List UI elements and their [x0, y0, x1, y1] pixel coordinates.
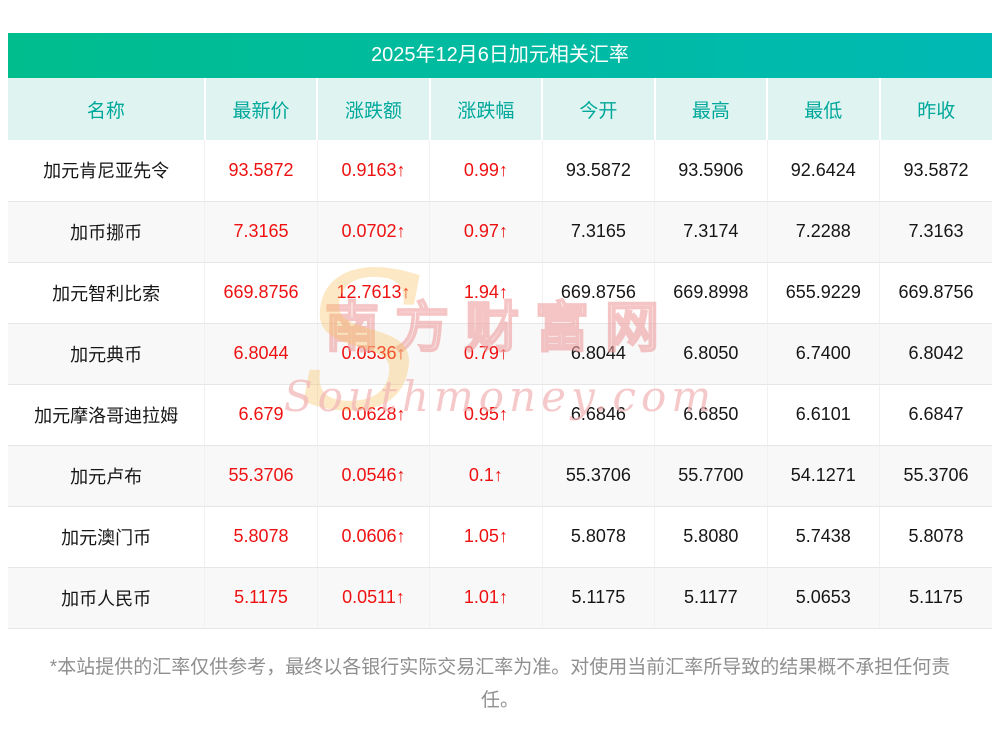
cell-prev-close: 5.8078 [879, 506, 992, 568]
cell-change-amount: 0.0606↑ [316, 506, 430, 568]
cell-open: 93.5872 [541, 140, 655, 202]
cell-change-amount: 12.7613↑ [316, 262, 430, 324]
column-header: 最低 [766, 78, 880, 140]
table-row: 加币挪币 7.3165 0.0702↑ 0.97↑ 7.3165 7.3174 7.2288… [8, 201, 992, 263]
table-row: 加币人民币 5.1175 0.0511↑ 1.01↑ 5.1175 5.1177 5.065… [8, 567, 992, 629]
cell-low: 5.7438 [766, 506, 880, 568]
cell-prev-close: 669.8756 [879, 262, 992, 324]
cell-change-amount: 0.0628↑ [316, 384, 430, 446]
cell-name: 加元智利比索 [8, 262, 205, 324]
cell-prev-close: 6.8042 [879, 323, 992, 385]
cell-high: 7.3174 [654, 201, 768, 263]
cell-open: 669.8756 [541, 262, 655, 324]
cell-name: 加元典币 [8, 323, 205, 385]
cell-name: 加元肯尼亚先令 [8, 140, 205, 202]
cell-open: 7.3165 [541, 201, 655, 263]
rates-table: 名称 最新价 涨跌额 涨跌幅 今开 最高 最低 昨收 加元肯尼亚先令 93.5872 0.9163… [8, 78, 992, 629]
cell-low: 655.9229 [766, 262, 880, 324]
cell-name: 加币挪币 [8, 201, 205, 263]
cell-latest-price: 7.3165 [204, 201, 318, 263]
cell-change-percent: 0.99↑ [429, 140, 543, 202]
table-row: 加元典币 6.8044 0.0536↑ 0.79↑ 6.8044 6.8050 6.7400… [8, 323, 992, 385]
cell-low: 92.6424 [766, 140, 880, 202]
cell-open: 5.1175 [541, 567, 655, 629]
column-header: 最新价 [203, 78, 318, 140]
cell-open: 55.3706 [541, 445, 655, 507]
cell-prev-close: 93.5872 [879, 140, 992, 202]
disclaimer-text: *本站提供的汇率仅供参考，最终以各银行实际交易汇率为准。对使用当前汇率所导致的结… [49, 656, 951, 711]
cell-name: 加元摩洛哥迪拉姆 [8, 384, 205, 446]
cell-latest-price: 5.1175 [204, 567, 318, 629]
table-row: 加元智利比索 669.8756 12.7613↑ 1.94↑ 669.8756 669.8… [8, 262, 992, 324]
cell-name: 加元澳门币 [8, 506, 205, 568]
cell-prev-close: 55.3706 [879, 445, 992, 507]
table-row: 加元卢布 55.3706 0.0546↑ 0.1↑ 55.3706 55.7700 54.1… [8, 445, 992, 507]
column-header: 名称 [8, 78, 205, 140]
column-header: 今开 [541, 78, 655, 140]
cell-change-percent: 1.94↑ [429, 262, 543, 324]
column-header: 涨跌额 [316, 78, 430, 140]
cell-latest-price: 6.679 [204, 384, 318, 446]
page: 2025年12月6日加元相关汇率 S 南方财富网 Southmoney.com … [8, 33, 992, 711]
cell-prev-close: 6.6847 [879, 384, 992, 446]
cell-high: 6.6850 [654, 384, 768, 446]
cell-high: 669.8998 [654, 262, 768, 324]
table-row: 加元澳门币 5.8078 0.0606↑ 1.05↑ 5.8078 5.8080 5.743… [8, 506, 992, 568]
cell-open: 6.6846 [541, 384, 655, 446]
page-title: 2025年12月6日加元相关汇率 [8, 33, 992, 78]
cell-change-amount: 0.0702↑ [316, 201, 430, 263]
cell-high: 5.1177 [654, 567, 768, 629]
column-header: 昨收 [878, 78, 992, 140]
column-header: 最高 [653, 78, 768, 140]
cell-low: 7.2288 [766, 201, 880, 263]
cell-change-amount: 0.0546↑ [316, 445, 430, 507]
cell-latest-price: 93.5872 [204, 140, 318, 202]
header-row: 名称 最新价 涨跌额 涨跌幅 今开 最高 最低 昨收 [8, 78, 992, 140]
cell-high: 55.7700 [654, 445, 768, 507]
cell-change-percent: 0.79↑ [429, 323, 543, 385]
cell-prev-close: 5.1175 [879, 567, 992, 629]
cell-latest-price: 55.3706 [204, 445, 318, 507]
cell-latest-price: 5.8078 [204, 506, 318, 568]
cell-latest-price: 6.8044 [204, 323, 318, 385]
cell-change-percent: 1.05↑ [429, 506, 543, 568]
cell-latest-price: 669.8756 [204, 262, 318, 324]
cell-change-amount: 0.0511↑ [316, 567, 430, 629]
cell-high: 93.5906 [654, 140, 768, 202]
cell-change-percent: 0.1↑ [429, 445, 543, 507]
cell-change-percent: 0.95↑ [429, 384, 543, 446]
cell-open: 6.8044 [541, 323, 655, 385]
cell-high: 5.8080 [654, 506, 768, 568]
cell-low: 6.7400 [766, 323, 880, 385]
table-row: 加元摩洛哥迪拉姆 6.679 0.0628↑ 0.95↑ 6.6846 6.6850 6.6… [8, 384, 992, 446]
cell-change-amount: 0.0536↑ [316, 323, 430, 385]
cell-low: 6.6101 [766, 384, 880, 446]
cell-name: 加币人民币 [8, 567, 205, 629]
cell-change-percent: 1.01↑ [429, 567, 543, 629]
cell-name: 加元卢布 [8, 445, 205, 507]
cell-change-amount: 0.9163↑ [316, 140, 430, 202]
cell-prev-close: 7.3163 [879, 201, 992, 263]
column-header: 涨跌幅 [428, 78, 543, 140]
cell-low: 5.0653 [766, 567, 880, 629]
table-head: 名称 最新价 涨跌额 涨跌幅 今开 最高 最低 昨收 [8, 78, 992, 140]
cell-low: 54.1271 [766, 445, 880, 507]
table-body: 加元肯尼亚先令 93.5872 0.9163↑ 0.99↑ 93.5872 93.5906… [8, 140, 992, 629]
cell-open: 5.8078 [541, 506, 655, 568]
cell-high: 6.8050 [654, 323, 768, 385]
rates-table-wrap: S 南方财富网 Southmoney.com 名称 最新价 涨跌额 涨跌幅 今开 最高 最低… [8, 78, 992, 629]
cell-change-percent: 0.97↑ [429, 201, 543, 263]
table-row: 加元肯尼亚先令 93.5872 0.9163↑ 0.99↑ 93.5872 93.5906… [8, 140, 992, 202]
